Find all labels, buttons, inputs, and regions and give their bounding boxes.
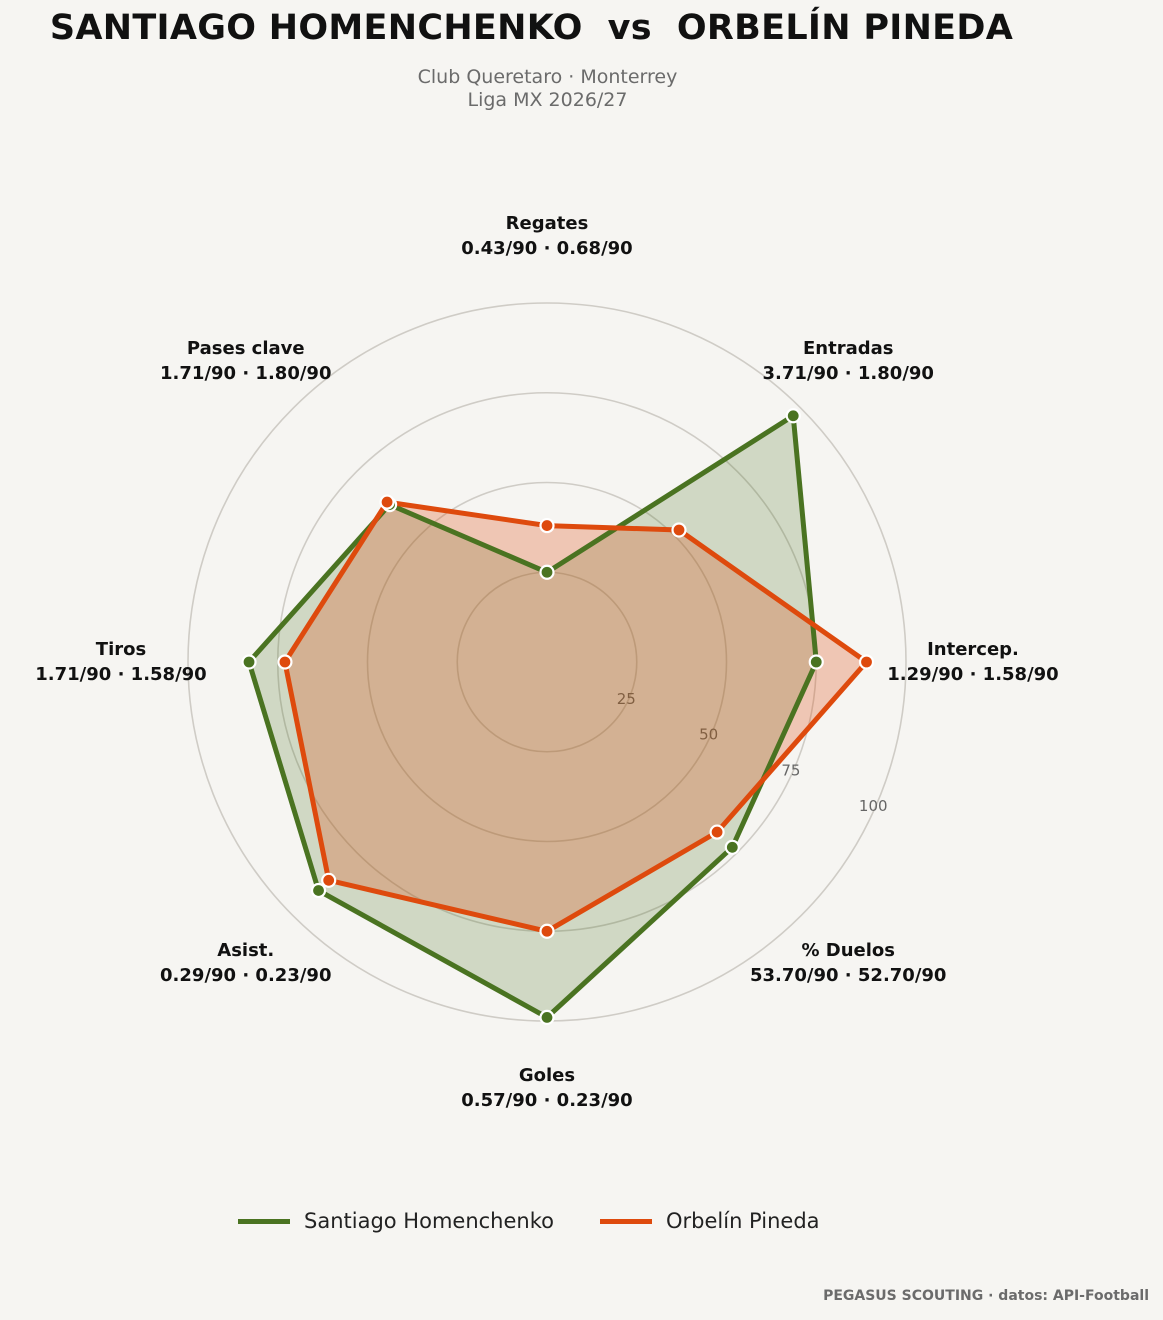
legend-label-player2: Orbelín Pineda (665, 1209, 820, 1233)
legend: Santiago Homenchenko Orbelín Pineda (238, 1209, 866, 1233)
series-2-point-4 (709, 824, 725, 840)
footer-credit: PEGASUS SCOUTING · datos: API-Football (823, 1288, 1149, 1304)
axis-label-goles: Goles (519, 1065, 575, 1086)
series-1-point-1 (539, 564, 555, 580)
legend-swatch-player1 (238, 1218, 290, 1224)
series-1-point-6 (310, 882, 327, 899)
ring-label-100: 100 (859, 797, 888, 815)
axis-label-asist: Asist. (217, 940, 274, 961)
series-1-point-5 (539, 1009, 555, 1026)
axis-values-regates: 0.43/90 · 0.68/90 (461, 238, 632, 259)
axis-values-duelos: 53.70/90 · 52.70/90 (750, 965, 947, 986)
chart-subtitle-teams: Club Queretaro · Monterrey (417, 66, 678, 88)
series-2-point-8 (379, 494, 395, 510)
series-1-point-4 (724, 839, 740, 855)
axis-label-duelos: % Duelos (801, 940, 895, 961)
axis-values-asist: 0.29/90 · 0.23/90 (160, 965, 331, 986)
legend-label-player1: Santiago Homenchenko (304, 1209, 554, 1233)
axis-label-regates: Regates (506, 213, 589, 234)
series-2-point-5 (539, 923, 555, 939)
series-1-point-2 (785, 408, 801, 424)
axis-values-pases-clave: 1.71/90 · 1.80/90 (160, 363, 331, 384)
legend-item-player2: Orbelín Pineda (599, 1209, 820, 1233)
ring-label-25: 25 (617, 690, 636, 708)
series-2-point-7 (277, 654, 293, 670)
grid-ring-50 (366, 481, 728, 843)
chart-subtitle-season: Liga MX 2026/27 (467, 89, 628, 111)
legend-item-player1: Santiago Homenchenko (238, 1209, 554, 1233)
axis-values-tiros: 1.71/90 · 1.58/90 (35, 664, 206, 685)
axis-values-entradas: 3.71/90 · 1.80/90 (763, 363, 934, 384)
axis-values-intercep: 1.29/90 · 1.58/90 (887, 664, 1058, 685)
axis-label-entradas: Entradas (803, 338, 893, 359)
legend-swatch-player2 (599, 1218, 652, 1224)
series-2-point-6 (321, 872, 337, 888)
series-2-point-3 (858, 654, 875, 670)
ring-label-50: 50 (699, 726, 718, 744)
ring-label-75: 75 (781, 761, 800, 779)
axis-label-tiros: Tiros (96, 639, 146, 660)
axis-label-pases-clave: Pases clave (187, 338, 305, 359)
axis-label-intercep: Intercep. (927, 639, 1019, 660)
series-1-point-7 (241, 654, 257, 670)
series-area-1 (249, 415, 817, 1018)
series-2-point-1 (539, 517, 555, 534)
series-2-point-2 (671, 522, 687, 538)
axis-values-goles: 0.57/90 · 0.23/90 (461, 1090, 632, 1111)
series-1-point-3 (808, 654, 824, 670)
chart-title: SANTIAGO HOMENCHENKO vs ORBELÍN PINEDA (49, 8, 1014, 48)
